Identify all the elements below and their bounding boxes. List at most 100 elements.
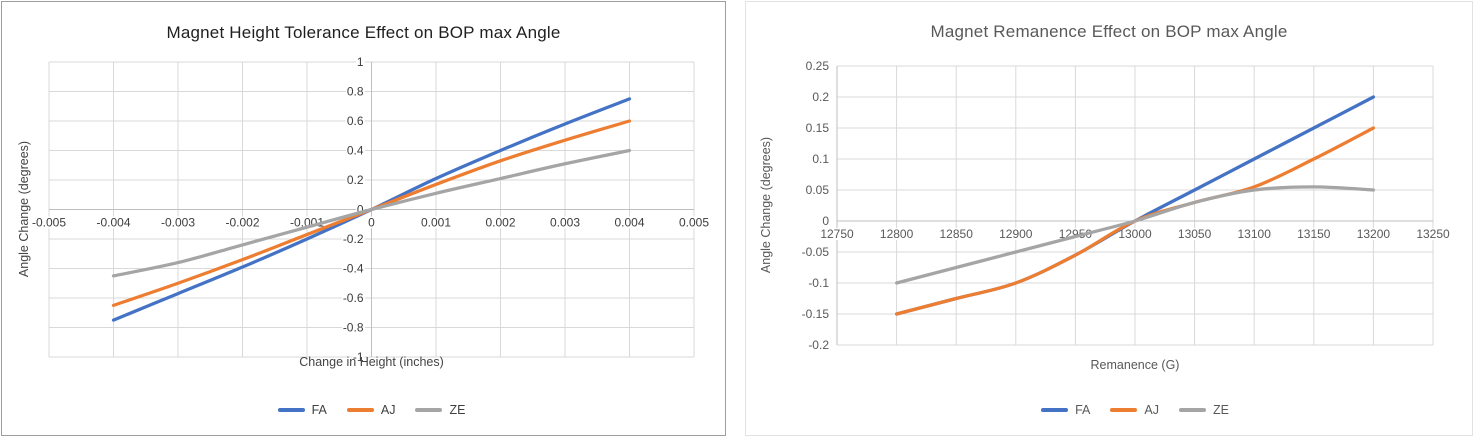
tick-label-bg — [800, 308, 831, 320]
legend-label: ZE — [449, 403, 466, 417]
tick-label-bg — [341, 292, 365, 304]
legend-label: AJ — [1144, 403, 1159, 417]
tick-label-bg — [345, 115, 365, 127]
tick-label: -1 — [353, 350, 364, 364]
legend-label: FA — [311, 403, 327, 417]
tick-label-bg — [1415, 228, 1452, 240]
tick-label-bg — [341, 233, 365, 245]
legend-item-aj: AJ — [1110, 403, 1159, 417]
tick-label-bg — [159, 216, 197, 229]
tick-label: 0.002 — [485, 216, 515, 230]
tick-label: 0.001 — [421, 216, 451, 230]
tick-label: 0.25 — [806, 59, 830, 73]
tick-label-bg — [811, 91, 831, 103]
tick-label: -0.004 — [96, 216, 130, 230]
tick-label: 12750 — [820, 227, 854, 241]
tick-label: -0.6 — [343, 291, 364, 305]
tick-label: -0.1 — [808, 276, 829, 290]
tick-label-bg — [484, 216, 517, 229]
tick-label: 0.6 — [347, 114, 364, 128]
tick-label: 13100 — [1238, 227, 1272, 241]
legend-item-fa: FA — [1041, 403, 1090, 417]
tick-label-bg — [1117, 228, 1154, 240]
legend-item-fa: FA — [277, 403, 327, 417]
tick-label-bg — [1236, 228, 1273, 240]
tick-label-bg — [355, 203, 365, 216]
tick-label-bg — [30, 216, 68, 229]
tick-label: 0.004 — [614, 216, 644, 230]
tick-label: 0.2 — [812, 90, 829, 104]
tick-label-bg — [807, 339, 831, 351]
legend-item-ze: ZE — [1178, 403, 1229, 417]
tick-label-bg — [807, 277, 831, 289]
tick-label: 13250 — [1416, 227, 1450, 241]
legend-swatch-aj — [346, 408, 374, 412]
tick-label: 0.05 — [806, 183, 830, 197]
tick-label-bg — [811, 153, 831, 165]
tick-label-bg — [998, 228, 1034, 240]
tick-label: 0.1 — [812, 152, 829, 166]
legend-swatch-ze — [415, 408, 443, 412]
tick-label: -0.4 — [343, 262, 364, 276]
legend-label: AJ — [380, 403, 396, 417]
tick-label: 0.2 — [347, 173, 364, 187]
tick-label-bg — [1296, 228, 1332, 240]
tick-label: 13000 — [1118, 227, 1152, 241]
chart-title-height-tolerance: Magnet Height Tolerance Effect on BOP ma… — [166, 23, 561, 42]
tick-label: 0.005 — [679, 216, 709, 230]
tick-label: -0.2 — [343, 232, 364, 246]
tick-label: -0.05 — [802, 245, 830, 259]
tick-label-bg — [804, 60, 831, 72]
tick-label: 12850 — [940, 227, 974, 241]
tick-label: 1 — [357, 55, 364, 69]
tick-label-bg — [613, 216, 646, 229]
tick-label: 0 — [368, 216, 375, 230]
tick-label-bg — [224, 216, 261, 229]
tick-label: 13200 — [1357, 227, 1391, 241]
x-axis-title: Change in Height (inches) — [299, 355, 444, 369]
chart-legend: FA AJ ZE — [837, 402, 1433, 418]
tick-label-bg — [355, 56, 365, 68]
chart-title-remanence: Magnet Remanence Effect on BOP max Angle — [930, 22, 1288, 41]
tick-label: -0.003 — [161, 216, 195, 230]
tick-label: 0.8 — [347, 85, 364, 99]
tick-label: 0 — [822, 214, 829, 228]
legend-swatch-fa — [1041, 408, 1069, 412]
tick-label-bg — [1057, 228, 1094, 240]
tick-label: 0 — [357, 203, 364, 217]
legend-swatch-ze — [1178, 408, 1206, 412]
tick-label: 12800 — [880, 227, 914, 241]
tick-label-bg — [548, 216, 582, 229]
tick-label-bg — [804, 184, 831, 196]
tick-label-bg — [351, 351, 365, 363]
legend-item-aj: AJ — [346, 403, 396, 417]
tick-label-bg — [341, 262, 365, 275]
chart-card-remanence: Magnet Remanence Effect on BOP max Angle… — [745, 1, 1473, 436]
tick-label-bg — [367, 216, 377, 229]
tick-label: -0.2 — [808, 338, 829, 352]
tick-label: 0.003 — [550, 216, 580, 230]
tick-label-bg — [95, 216, 132, 229]
tick-label-bg — [345, 85, 365, 98]
chart-legend: FA AJ ZE — [49, 402, 694, 418]
tick-label-bg — [804, 122, 831, 134]
tick-label-bg — [345, 174, 365, 186]
legend-label: FA — [1075, 403, 1091, 417]
legend-swatch-aj — [1110, 408, 1138, 412]
series-line-ze — [894, 185, 1376, 285]
tick-label: 13150 — [1297, 227, 1331, 241]
tick-label-bg — [819, 228, 856, 240]
tick-label-bg — [800, 246, 831, 258]
legend-label: ZE — [1212, 403, 1229, 417]
tick-label-bg — [341, 321, 365, 334]
tick-label-bg — [345, 144, 365, 157]
tick-label-bg — [677, 216, 711, 229]
tick-label: -0.005 — [32, 216, 66, 230]
tick-label-bg — [878, 228, 915, 240]
tick-label-bg — [821, 215, 831, 227]
tick-label: 0.4 — [347, 144, 364, 158]
tick-label: 12900 — [999, 227, 1033, 241]
legend-swatch-fa — [277, 408, 305, 412]
series-line-ze — [111, 148, 632, 278]
